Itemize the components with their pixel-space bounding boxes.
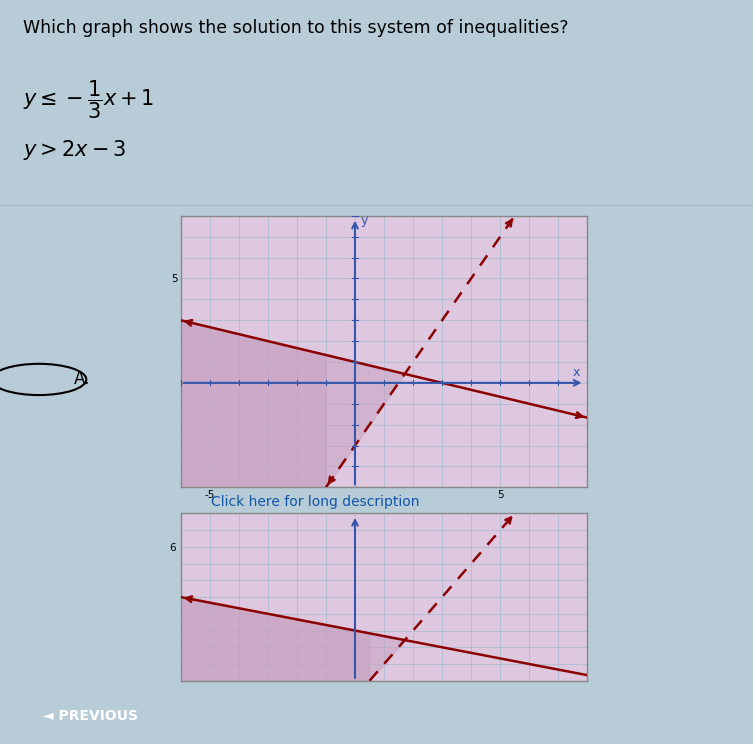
Text: Click here for long description: Click here for long description: [211, 495, 419, 509]
Text: x: x: [573, 365, 581, 379]
Text: A.: A.: [74, 371, 90, 388]
Text: y: y: [361, 214, 368, 227]
Text: ◄ PREVIOUS: ◄ PREVIOUS: [43, 709, 138, 723]
Text: $y > 2x - 3$: $y > 2x - 3$: [23, 138, 126, 161]
Text: $y \leq -\dfrac{1}{3}x + 1$: $y \leq -\dfrac{1}{3}x + 1$: [23, 78, 154, 121]
Text: Which graph shows the solution to this system of inequalities?: Which graph shows the solution to this s…: [23, 19, 568, 36]
